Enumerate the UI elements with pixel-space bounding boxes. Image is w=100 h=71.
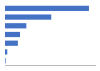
chart-svg (0, 0, 100, 71)
chart-container (0, 0, 100, 71)
bar (5, 14, 51, 19)
bar (5, 58, 6, 63)
x-axis-line (5, 65, 96, 66)
bar (5, 41, 18, 46)
bar (5, 23, 26, 28)
bar (5, 49, 7, 54)
bar (5, 6, 89, 11)
bars (5, 6, 89, 64)
bar (5, 32, 20, 37)
